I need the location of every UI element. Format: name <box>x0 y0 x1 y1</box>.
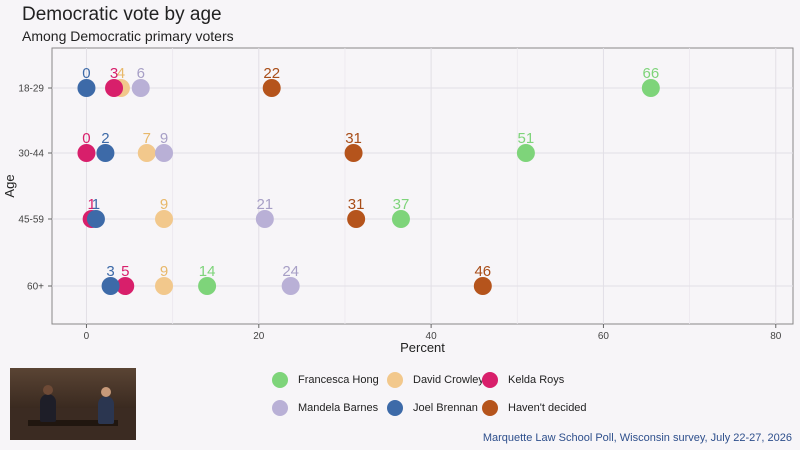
data-label: 9 <box>160 263 168 280</box>
video-background <box>10 368 136 408</box>
x-tick-label: 60 <box>598 331 610 342</box>
data-label: 4 <box>117 65 125 82</box>
video-feed-thumbnail[interactable] <box>10 368 136 440</box>
legend-item: Francesca Hong <box>272 372 379 388</box>
data-label: 5 <box>121 263 129 280</box>
chart-title: Democratic vote by age <box>22 4 222 25</box>
plot-panel <box>51 47 794 325</box>
data-point <box>137 144 156 162</box>
y-tick-label: 60+ <box>27 282 44 293</box>
data-point <box>101 277 120 295</box>
legend-label: Mandela Barnes <box>298 402 379 414</box>
data-label: 3 <box>110 65 118 82</box>
data-point <box>116 277 135 295</box>
data-point <box>516 144 535 162</box>
y-tick-label: 18-29 <box>18 84 44 95</box>
data-label: 3 <box>106 263 114 280</box>
data-label: 21 <box>256 196 273 213</box>
data-label: 9 <box>160 130 168 147</box>
data-label: 0 <box>82 130 90 147</box>
legend-label: Kelda Roys <box>508 374 565 386</box>
data-label: 6 <box>137 65 145 82</box>
data-point <box>155 210 174 228</box>
legend-label: Joel Brennan <box>413 402 478 414</box>
data-point <box>391 210 410 228</box>
data-label: 37 <box>393 196 410 213</box>
data-label: 2 <box>101 130 109 147</box>
video-person-right-head <box>101 387 111 397</box>
data-point <box>155 144 174 162</box>
data-label: 0 <box>82 65 90 82</box>
x-tick-label: 80 <box>770 331 782 342</box>
data-point <box>473 277 492 295</box>
data-point <box>96 144 115 162</box>
video-table <box>28 420 118 426</box>
chart-subtitle: Among Democratic primary voters <box>22 28 234 44</box>
data-point <box>641 79 660 97</box>
legend-swatch <box>482 400 498 416</box>
data-point <box>105 79 124 97</box>
data-point <box>344 144 363 162</box>
x-tick-label: 40 <box>426 331 438 342</box>
data-point <box>281 277 300 295</box>
data-label: 51 <box>518 130 535 147</box>
legend-label: Haven't decided <box>508 402 587 414</box>
data-point <box>77 144 96 162</box>
source-note: Marquette Law School Poll, Wisconsin sur… <box>482 432 792 444</box>
data-label: 1 <box>92 196 100 213</box>
y-axis-title: Age <box>2 174 17 197</box>
data-label: 31 <box>348 196 365 213</box>
legend-item: Joel Brennan <box>387 400 478 416</box>
video-person-left <box>40 394 56 422</box>
legend-swatch <box>272 372 288 388</box>
data-point <box>155 277 174 295</box>
legend-swatch <box>272 400 288 416</box>
data-label: 24 <box>282 263 299 280</box>
data-label: 22 <box>263 65 280 82</box>
data-point <box>255 210 274 228</box>
legend-label: David Crowley <box>413 374 484 386</box>
data-point <box>347 210 366 228</box>
video-person-right <box>98 396 114 424</box>
legend-label: Francesca Hong <box>298 374 379 386</box>
data-label: 7 <box>143 130 151 147</box>
legend-item: Mandela Barnes <box>272 400 378 416</box>
data-label: 66 <box>642 65 659 82</box>
y-tick-label: 45-59 <box>18 215 44 226</box>
data-label: 14 <box>199 263 216 280</box>
legend-swatch <box>387 372 403 388</box>
data-point <box>198 277 217 295</box>
video-person-left-head <box>43 385 53 395</box>
x-tick-label: 20 <box>253 331 265 342</box>
data-point <box>77 79 96 97</box>
legend-item: David Crowley <box>387 372 484 388</box>
x-axis-title: Percent <box>400 340 445 355</box>
data-label: 1 <box>87 196 95 213</box>
data-point <box>131 79 150 97</box>
data-label: 31 <box>345 130 362 147</box>
legend-swatch <box>387 400 403 416</box>
data-point <box>262 79 281 97</box>
legend-item: Haven't decided <box>482 400 587 416</box>
legend-item: Kelda Roys <box>482 372 564 388</box>
data-label: 46 <box>474 263 491 280</box>
x-tick-label: 0 <box>84 331 90 342</box>
y-tick-label: 30-44 <box>18 149 44 160</box>
data-point <box>86 210 105 228</box>
legend-swatch <box>482 372 498 388</box>
data-label: 9 <box>160 196 168 213</box>
